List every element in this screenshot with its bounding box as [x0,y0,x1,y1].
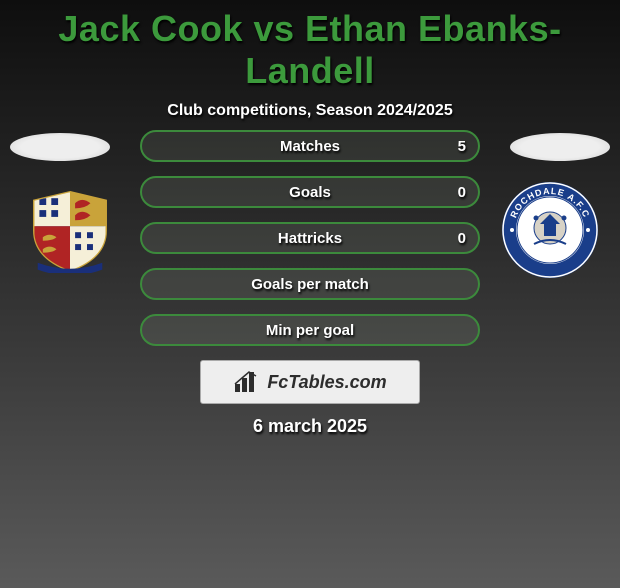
page-subtitle: Club competitions, Season 2024/2025 [0,102,620,120]
page-title: Jack Cook vs Ethan Ebanks-Landell [0,8,620,92]
stat-row-matches: Matches 5 [140,130,480,162]
stat-row-goals-per-match: Goals per match [140,268,480,300]
stat-label: Matches [280,138,340,155]
stat-right-value: 0 [458,230,466,247]
stat-label: Goals [289,184,331,201]
bars-icon [233,370,261,394]
stat-label: Min per goal [266,322,354,339]
wealdstone-crest [20,188,120,273]
stat-right-value: 0 [458,184,466,201]
logo-text: FcTables.com [267,372,386,393]
player-photo-placeholder-left [10,133,110,161]
stat-row-goals: Goals 0 [140,176,480,208]
player-photo-placeholder-right [510,133,610,161]
rochdale-crest: ROCHDALE A.F.C THE DALE [500,180,600,280]
stat-row-hattricks: Hattricks 0 [140,222,480,254]
stat-label: Goals per match [251,276,369,293]
stats-container: Matches 5 Goals 0 Hattricks 0 Goals per … [140,130,480,360]
fctables-logo: FcTables.com [200,360,420,404]
stat-right-value: 5 [458,138,466,155]
date-label: 6 march 2025 [0,416,620,437]
stat-label: Hattricks [278,230,342,247]
stat-row-min-per-goal: Min per goal [140,314,480,346]
